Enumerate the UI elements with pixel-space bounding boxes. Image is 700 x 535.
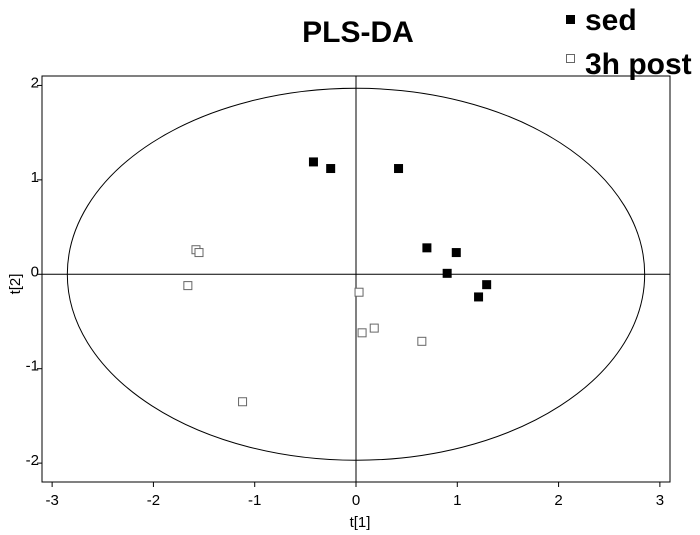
y-tick-label: 2 bbox=[31, 74, 39, 91]
data-point-3h-post bbox=[357, 328, 367, 338]
plot-area: -3 -2 -1 0 1 2 3 -2 -1 0 1 2 bbox=[26, 74, 670, 509]
data-point-3h-post bbox=[238, 397, 248, 407]
data-point-sed bbox=[326, 164, 336, 174]
chart-title: PLS-DA bbox=[302, 16, 414, 49]
x-tick-label: -3 bbox=[45, 492, 58, 509]
data-point-3h-post bbox=[369, 323, 379, 333]
y-tick-label: -2 bbox=[26, 452, 39, 469]
data-point-3h-post bbox=[417, 336, 427, 346]
legend-marker-sed bbox=[566, 15, 575, 24]
x-tick-label: 2 bbox=[554, 492, 562, 509]
legend-label-sed: sed bbox=[585, 4, 637, 37]
data-point-sed bbox=[308, 157, 318, 167]
data-point-sed bbox=[451, 248, 461, 258]
legend: sed 3h post bbox=[566, 4, 692, 81]
x-axis-label: t[1] bbox=[350, 514, 371, 531]
data-point-3h-post bbox=[354, 287, 364, 297]
x-tick-label: -2 bbox=[147, 492, 160, 509]
x-tick-label: 3 bbox=[656, 492, 664, 509]
x-tick-label: 1 bbox=[453, 492, 461, 509]
data-point-sed bbox=[442, 268, 452, 278]
x-tick-label: -1 bbox=[248, 492, 261, 509]
y-tick-label: -1 bbox=[26, 358, 39, 375]
data-point-sed bbox=[422, 243, 432, 253]
data-point-sed bbox=[482, 280, 492, 290]
y-tick-label: 1 bbox=[31, 169, 39, 186]
data-point-3h-post bbox=[183, 281, 193, 291]
x-tick-label: 0 bbox=[352, 492, 360, 509]
y-tick-label: 0 bbox=[31, 263, 39, 280]
data-point-sed bbox=[394, 164, 404, 174]
y-axis-label: t[2] bbox=[7, 274, 24, 295]
data-point-sed bbox=[474, 292, 484, 302]
data-point-3h-post bbox=[194, 248, 204, 258]
legend-marker-3h-post bbox=[566, 54, 575, 63]
